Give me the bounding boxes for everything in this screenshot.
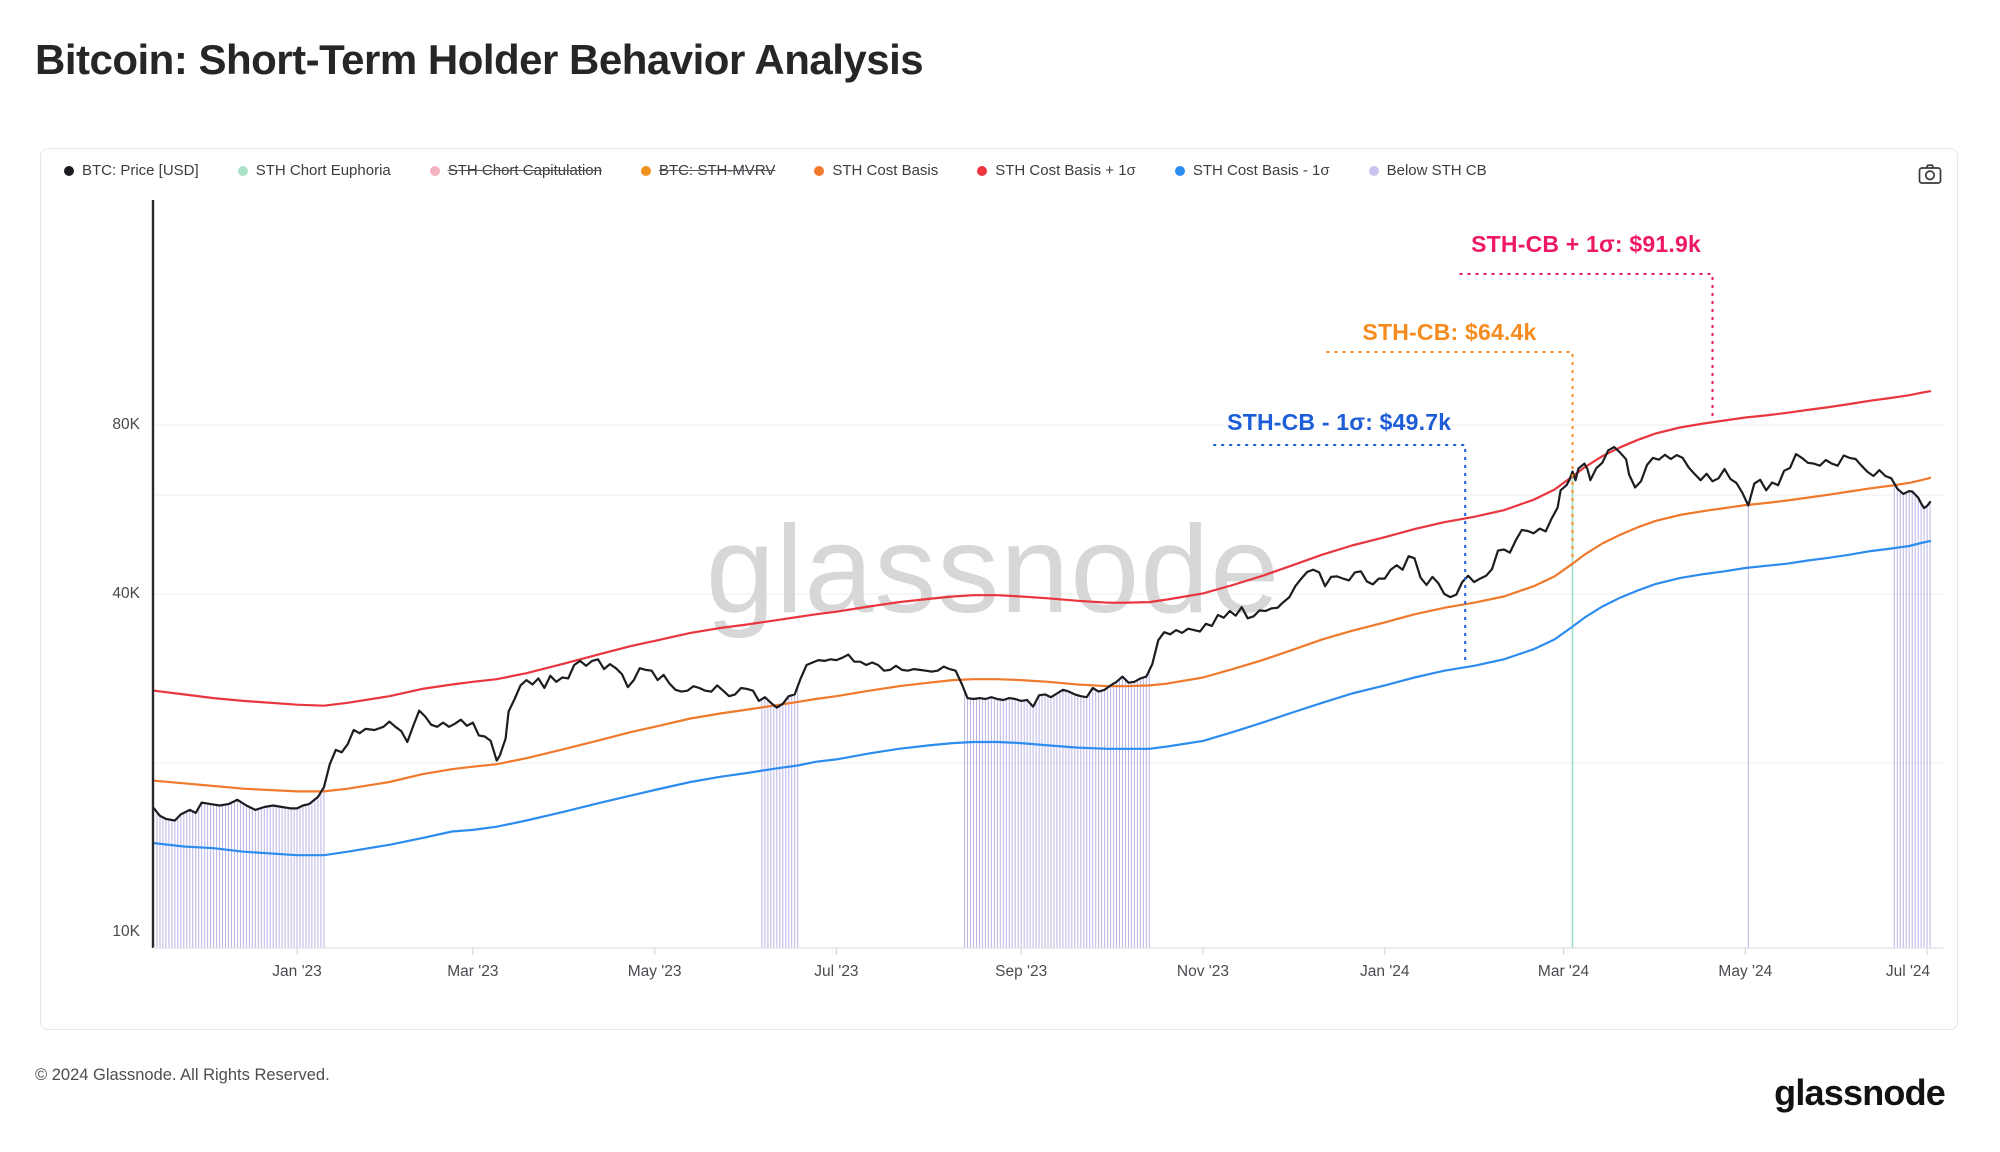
- annotation-sth-cb: STH-CB: $64.4k: [1362, 319, 1537, 345]
- legend-item-label: Below STH CB: [1386, 162, 1487, 179]
- x-axis-tick-label: Sep '23: [995, 963, 1048, 980]
- x-axis-tick-label: Jan '24: [1359, 963, 1410, 980]
- legend-item-label: BTC: STH-MVRV: [658, 162, 776, 179]
- x-axis-tick-label: Mar '24: [1537, 963, 1590, 980]
- legend-item-sth-capitulation[interactable]: STH Chort Capitulation: [429, 162, 602, 179]
- legend-dot-sth-mvrv: [640, 165, 651, 176]
- x-axis-tick-label: Mar '23: [447, 963, 499, 980]
- x-axis-tick-label: Jul '24: [1885, 963, 1931, 980]
- x-axis-tick-label: Jan '23: [272, 963, 322, 980]
- annotation-sth-cb-minus-1sigma: STH-CB - 1σ: $49.7k: [1227, 409, 1452, 435]
- legend-item-sth-cb-plus-1sigma[interactable]: STH Cost Basis + 1σ: [977, 162, 1136, 179]
- legend-item-sth-cost-basis[interactable]: STH Cost Basis: [814, 162, 938, 179]
- legend-item-label: STH Cost Basis - 1σ: [1192, 162, 1330, 179]
- legend-dot-sth-cost-basis: [814, 165, 825, 176]
- camera-screenshot-icon[interactable]: [1918, 163, 1942, 185]
- x-axis-tick-label: May '23: [627, 963, 682, 980]
- legend-item-label: STH Cost Basis: [832, 162, 939, 179]
- legend-dot-sth-capitulation: [429, 165, 440, 176]
- legend-item-label: STH Chort Euphoria: [255, 162, 391, 179]
- y-axis-tick-label: 40K: [112, 585, 140, 602]
- legend-item-label: STH Chort Capitulation: [447, 162, 602, 179]
- legend-item-label: STH Cost Basis + 1σ: [995, 162, 1136, 179]
- glassnode-logo: glassnode: [1774, 1072, 1946, 1113]
- legend-dot-btc-price: [64, 165, 74, 176]
- x-axis-tick-label: Jul '23: [814, 963, 859, 980]
- page-title: Bitcoin: Short-Term Holder Behavior Anal…: [35, 36, 924, 83]
- y-axis-tick-label: 80K: [112, 416, 140, 433]
- legend-item-sth-mvrv[interactable]: BTC: STH-MVRV: [640, 162, 776, 179]
- legend-item-sth-cb-minus-1sigma[interactable]: STH Cost Basis - 1σ: [1174, 162, 1330, 179]
- legend-dot-sth-euphoria: [237, 165, 248, 176]
- legend-item-label: BTC: Price [USD]: [82, 162, 199, 179]
- legend-dot-sth-cb-plus-1sigma: [977, 165, 988, 176]
- x-axis-tick-label: May '24: [1718, 963, 1773, 980]
- legend-item-btc-price[interactable]: BTC: Price [USD]: [64, 162, 199, 179]
- chart-legend: BTC: Price [USD] STH Chort Euphoria STH …: [64, 162, 1487, 179]
- annotation-sth-cb-plus-1sigma: STH-CB + 1σ: $91.9k: [1471, 231, 1701, 257]
- legend-item-sth-euphoria[interactable]: STH Chort Euphoria: [237, 162, 391, 179]
- legend-item-below-sth-cb[interactable]: Below STH CB: [1368, 162, 1487, 179]
- chart-card: [40, 148, 1958, 1030]
- y-axis-tick-label: 10K: [112, 923, 140, 940]
- x-axis-tick-label: Nov '23: [1176, 963, 1229, 980]
- copyright-text: © 2024 Glassnode. All Rights Reserved.: [35, 1066, 330, 1084]
- legend-dot-below-sth-cb: [1368, 165, 1379, 176]
- legend-dot-sth-cb-minus-1sigma: [1174, 165, 1185, 176]
